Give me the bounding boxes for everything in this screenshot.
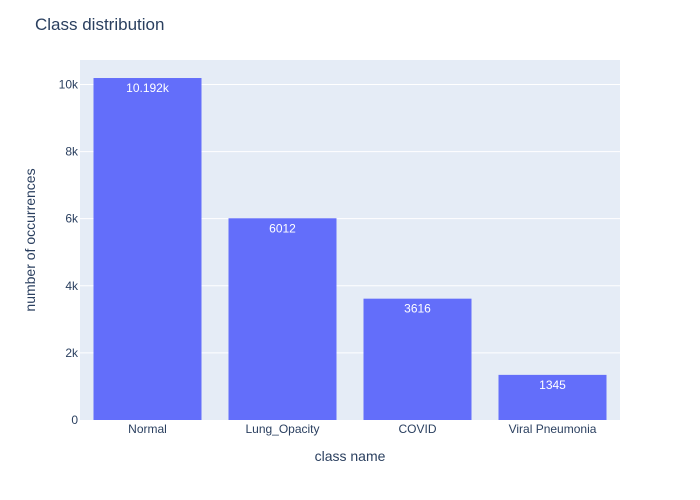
y-tick-label: 4k [65,279,79,293]
bar-value-label: 1345 [539,378,566,392]
y-tick-label: 2k [65,346,79,360]
x-tick-label: Viral Pneumonia [509,422,597,436]
y-tick-label: 8k [65,145,79,159]
x-tick-label: Lung_Opacity [245,422,319,436]
y-axis-ticks: 0 2k 4k 6k 8k 10k [59,77,79,427]
y-tick-label: 6k [65,212,79,226]
chart-title: Class distribution [35,15,164,34]
bar-value-label: 10.192k [126,81,170,95]
y-axis-title: number of occurrences [22,168,38,311]
bar [228,218,337,420]
bars: 10.192k 6012 3616 1345 [93,78,607,420]
bar [498,374,607,420]
bar-value-label: 3616 [404,302,431,316]
bar [93,78,202,420]
y-tick-label: 10k [59,77,79,91]
x-tick-label: Normal [128,422,167,436]
bar [363,298,472,420]
y-tick-label: 0 [71,413,78,427]
bar-value-label: 6012 [269,221,296,235]
x-axis-ticks: Normal Lung_Opacity COVID Viral Pneumonia [128,422,597,436]
x-tick-label: COVID [398,422,436,436]
x-axis-title: class name [315,448,386,464]
